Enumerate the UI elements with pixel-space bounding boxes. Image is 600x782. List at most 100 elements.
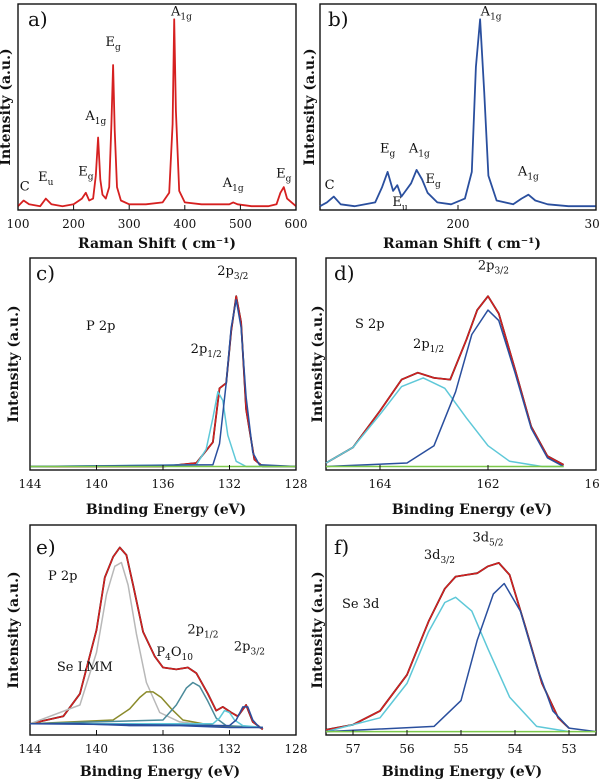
x-tick-label: 160 xyxy=(585,477,600,491)
x-axis-label: Binding Energy (eV) xyxy=(392,502,552,518)
peak-annotation: 2p3/2 xyxy=(217,264,248,282)
x-tick-label: 128 xyxy=(285,477,308,491)
x-tick-label: 200 xyxy=(447,217,470,231)
x-tick-label: 144 xyxy=(19,477,42,491)
panel-label: e) xyxy=(36,535,56,559)
x-tick-label: 136 xyxy=(152,742,175,756)
peak-annotation: 3d5/2 xyxy=(472,531,503,549)
panel-label: f) xyxy=(334,535,349,559)
peak-annotation: Eg xyxy=(276,166,292,184)
panel-c: 144 140 136 132 128 c) P 2p Intensity (a.u.) Bin… xyxy=(6,257,308,518)
series-line-7 xyxy=(30,723,263,729)
peak-annotation: C xyxy=(325,178,335,193)
x-tick-label: 140 xyxy=(85,477,108,491)
plot-frame xyxy=(325,524,597,736)
x-tick-label: 400 xyxy=(173,217,196,231)
panel-f: 57 56 55 54 53 f) Se 3d Intensity (a.u.) Binding… xyxy=(310,524,597,780)
peak-annotation: 2p1/2 xyxy=(413,337,444,355)
series-line-1 xyxy=(29,546,264,731)
series-line-3 xyxy=(29,298,297,468)
peak-annotation: 2p1/2 xyxy=(187,623,218,641)
y-axis-label: Intensity (a.u.) xyxy=(310,305,326,422)
x-tick-label: 128 xyxy=(285,742,308,756)
x-tick-label: 56 xyxy=(399,742,414,756)
peak-annotation: P4O10 xyxy=(156,645,193,663)
peak-annotation: A1g xyxy=(517,164,539,182)
peak-annotation: Eg xyxy=(105,35,121,53)
x-tick-label: 200 xyxy=(62,217,85,231)
plot-frame xyxy=(29,524,297,736)
series-line-0 xyxy=(325,562,570,731)
x-axis-label: Binding Energy (eV) xyxy=(86,502,246,518)
series-line-1 xyxy=(325,562,570,731)
series-line-5 xyxy=(30,709,263,729)
peak-annotation: A1g xyxy=(84,109,106,127)
peak-annotation: A1g xyxy=(222,176,244,194)
y-axis-label: Intensity (a.u.) xyxy=(6,571,22,688)
series-line-3 xyxy=(29,691,263,729)
series-line-2 xyxy=(29,391,296,468)
x-tick-label: 162 xyxy=(477,477,500,491)
x-tick-label: 140 xyxy=(85,742,108,756)
series-line-0 xyxy=(17,18,297,208)
panel-a: 100 200 300 400 500 600 a) Intensity (a.u.) Rama… xyxy=(0,3,308,252)
series-line-2 xyxy=(29,561,263,729)
x-tick-label: 54 xyxy=(507,742,523,756)
peak-annotation: Eu xyxy=(38,170,54,188)
peak-annotation: 2p1/2 xyxy=(191,342,222,360)
y-axis-label: Intensity (a.u.) xyxy=(302,48,318,165)
plot-frame xyxy=(29,257,297,471)
series-line-3 xyxy=(325,582,597,733)
x-tick-label: 132 xyxy=(218,742,241,756)
x-tick-label: 144 xyxy=(19,742,42,756)
y-axis-label: Intensity (a.u.) xyxy=(310,571,326,688)
x-axis-label: Raman Shift ( cm⁻¹) xyxy=(78,236,236,252)
series-line-6 xyxy=(29,706,263,729)
panel-d: 164 162 160 d) S 2p Intensity (a.u.) Binding E… xyxy=(310,257,600,518)
y-axis-label: Intensity (a.u.) xyxy=(0,48,14,165)
series-line-0 xyxy=(319,18,596,208)
peak-annotation: A1g xyxy=(480,4,502,22)
x-tick-label: 53 xyxy=(561,742,576,756)
panel-label: a) xyxy=(28,7,48,31)
plot-frame xyxy=(319,3,597,211)
panel-label: b) xyxy=(328,7,349,31)
peak-annotation: 2p3/2 xyxy=(478,259,509,277)
panel-e: 144 140 136 132 128 e) P 2p Intensity (a.u.) Bin… xyxy=(6,524,308,780)
x-tick-label: 136 xyxy=(152,477,175,491)
series-line-1 xyxy=(30,295,296,468)
peak-annotation: 2p3/2 xyxy=(234,639,265,657)
x-tick-label: 600 xyxy=(285,217,308,231)
core-level-label: Se 3d xyxy=(342,597,379,612)
x-tick-label: 132 xyxy=(218,477,241,491)
peak-annotation: A1g xyxy=(408,142,430,160)
series-line-2 xyxy=(325,596,570,733)
peak-annotation: Eg xyxy=(426,172,442,190)
x-tick-label: 300 xyxy=(118,217,141,231)
series-line-4 xyxy=(29,681,263,729)
peak-annotation: Eg xyxy=(78,164,94,182)
core-level-label: P 2p xyxy=(86,319,115,334)
x-tick-label: 300 xyxy=(585,217,600,231)
x-axis-label: Raman Shift ( cm⁻¹) xyxy=(383,236,541,252)
x-axis-label: Binding Energy (eV) xyxy=(382,764,542,780)
peak-annotation: C xyxy=(20,180,30,195)
panel-label: c) xyxy=(36,261,55,285)
series-line-2 xyxy=(325,377,564,468)
y-axis-label: Intensity (a.u.) xyxy=(6,305,22,422)
plot-frame xyxy=(17,3,297,211)
peak-annotation: Eg xyxy=(380,142,396,160)
x-axis-label: Binding Energy (eV) xyxy=(80,764,240,780)
x-tick-label: 55 xyxy=(453,742,468,756)
panel-label: d) xyxy=(334,261,355,285)
core-level-label: P 2p xyxy=(48,569,77,584)
x-tick-label: 100 xyxy=(7,217,30,231)
x-tick-label: 164 xyxy=(369,477,392,491)
x-tick-label: 500 xyxy=(229,217,252,231)
plot-frame xyxy=(325,257,597,471)
core-level-label: S 2p xyxy=(355,317,385,332)
x-tick-label: 57 xyxy=(345,742,360,756)
peak-annotation: Se LMM xyxy=(57,660,113,675)
